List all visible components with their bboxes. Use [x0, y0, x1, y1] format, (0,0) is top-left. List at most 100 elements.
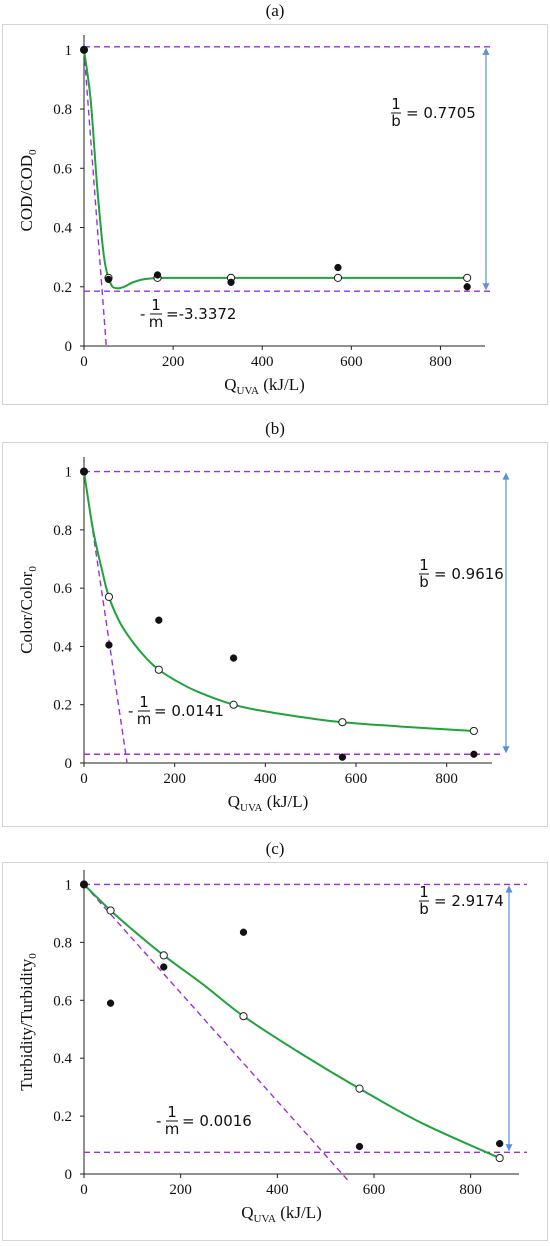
- x-tick-label: 600: [345, 771, 368, 787]
- y-tick-label: 0.8: [53, 935, 72, 951]
- plot-area: 0 0.2 0.4 0.6 0.8 1 0 200 400 600 800 QUVA (kJ/L) Tu…: [17, 870, 527, 1225]
- b-arrow-head-top: [482, 47, 490, 55]
- fit-curve: [83, 471, 474, 732]
- open-data-point: [159, 951, 168, 960]
- x-tick-label: 600: [340, 354, 363, 370]
- chart-svg-c: (c) 0 0.2 0.4 0.6 0.8 1 0 200 400 600 800 QUVA (kJ/…: [2, 839, 548, 1241]
- b-fraction-numerator: 1: [391, 95, 401, 113]
- filled-data-point: [155, 616, 163, 624]
- m-fraction-denominator: m: [149, 313, 164, 331]
- filled-data-point: [104, 275, 113, 284]
- y-tick-label: 1: [65, 43, 73, 59]
- chart-panel-b: (b) 0 0.2 0.4 0.6 0.8 1 0 200 400 600 800 QUVA (kJ/…: [0, 418, 550, 830]
- open-data-point: [338, 718, 347, 727]
- filled-data-point: [496, 1139, 504, 1148]
- b-fraction-numerator: 1: [419, 556, 429, 574]
- y-tick-label: 0.6: [53, 993, 72, 1009]
- plot-area: 0 0.2 0.4 0.6 0.8 1 0 200 400 600 800 QUVA (kJ/L) CO…: [17, 35, 493, 397]
- tangent-line: [83, 471, 128, 764]
- panel-label: (c): [266, 839, 285, 858]
- x-tick-label: 400: [251, 354, 274, 370]
- open-data-point: [495, 1153, 504, 1163]
- x-axis-label: QUVA (kJ/L): [241, 1203, 322, 1225]
- fit-curve: [83, 883, 501, 1159]
- b-arrow-head-bottom: [502, 746, 510, 754]
- b-fraction-denominator: b: [391, 112, 401, 130]
- y-tick-label: 0: [65, 756, 73, 772]
- m-fraction-denominator: m: [137, 710, 152, 728]
- m-annotation-value: =-3.3372: [166, 305, 236, 323]
- m-annotation-value: = 0.0141: [154, 702, 224, 720]
- filled-data-point: [355, 1142, 364, 1151]
- filled-data-point: [105, 641, 113, 649]
- filled-data-point: [239, 928, 248, 936]
- open-data-point: [333, 273, 343, 282]
- m-annotation-sign: -: [128, 702, 133, 720]
- b-arrow-head-top: [502, 472, 510, 480]
- plot-area: 0 0.2 0.4 0.6 0.8 1 0 200 400 600 800 QUVA (kJ/L) Co…: [17, 457, 510, 814]
- open-data-point: [104, 592, 114, 601]
- b-arrow-head-bottom: [505, 1144, 513, 1152]
- x-axis-label: QUVA (kJ/L): [228, 792, 309, 814]
- tangent-line: [83, 884, 348, 1181]
- open-data-point: [106, 906, 115, 915]
- b-fraction-denominator: b: [419, 573, 429, 591]
- x-tick-label: 400: [266, 1182, 289, 1198]
- open-data-point: [229, 700, 238, 709]
- chart-panel-a: (a) 0 0.2 0.4 0.6 0.8 1 0 200 400 600 800 QUVA (kJ/…: [0, 0, 550, 408]
- y-tick-label: 1: [65, 877, 73, 893]
- x-tick-label: 800: [435, 771, 458, 787]
- y-tick-label: 0.4: [53, 1051, 72, 1067]
- x-tick-label: 0: [80, 354, 88, 370]
- b-arrow-head-bottom: [482, 283, 490, 291]
- filled-data-point: [227, 278, 235, 286]
- filled-data-point: [463, 283, 471, 291]
- y-tick-label: 1: [65, 465, 73, 481]
- b-fraction-numerator: 1: [419, 883, 429, 901]
- m-annotation-sign: -: [156, 1112, 161, 1130]
- y-tick-label: 0.8: [53, 102, 72, 118]
- open-data-point: [239, 1012, 248, 1021]
- chart-panel-c: (c) 0 0.2 0.4 0.6 0.8 1 0 200 400 600 800 QUVA (kJ/…: [0, 838, 550, 1244]
- x-tick-label: 0: [80, 1182, 88, 1198]
- y-tick-label: 0.6: [53, 581, 72, 597]
- open-data-point: [154, 665, 163, 674]
- filled-data-point: [229, 654, 238, 662]
- x-axis-label: QUVA (kJ/L): [224, 375, 305, 397]
- y-axis-label: Turbidity/Turbidity0: [17, 953, 39, 1091]
- m-fraction-numerator: 1: [139, 693, 149, 711]
- x-tick-label: 200: [163, 771, 186, 787]
- b-annotation-value: = 0.7705: [406, 104, 476, 122]
- y-tick-label: 0.2: [53, 280, 72, 296]
- filled-data-point: [470, 750, 478, 758]
- y-tick-label: 0.2: [53, 1109, 72, 1125]
- x-tick-label: 600: [363, 1182, 386, 1198]
- chart-svg-b: (b) 0 0.2 0.4 0.6 0.8 1 0 200 400 600 800 QUVA (kJ/…: [2, 419, 548, 827]
- y-tick-label: 0: [65, 339, 73, 355]
- m-fraction-numerator: 1: [151, 296, 161, 314]
- x-tick-label: 200: [169, 1182, 192, 1198]
- x-tick-label: 400: [254, 771, 277, 787]
- b-annotation-value: = 0.9616: [434, 565, 504, 583]
- filled-data-point: [80, 46, 88, 54]
- panel-label: (a): [266, 1, 285, 20]
- chart-svg-a: (a) 0 0.2 0.4 0.6 0.8 1 0 200 400 600 800 QUVA (kJ/…: [2, 1, 548, 405]
- m-fraction-numerator: 1: [167, 1103, 177, 1121]
- x-tick-label: 800: [429, 354, 452, 370]
- y-tick-label: 0.8: [53, 523, 72, 539]
- b-arrow-head-top: [505, 885, 513, 893]
- y-tick-label: 0: [65, 1167, 73, 1183]
- b-fraction-denominator: b: [419, 900, 429, 918]
- y-tick-label: 0.2: [53, 698, 72, 714]
- open-data-point: [463, 273, 472, 282]
- y-axis-label: Color/Color0: [17, 566, 39, 654]
- filled-data-point: [338, 753, 347, 761]
- panel-frame: [2, 442, 548, 827]
- tangent-line: [83, 49, 107, 347]
- filled-data-point: [334, 263, 342, 272]
- panel-label: (b): [265, 419, 285, 438]
- x-tick-label: 200: [162, 354, 185, 370]
- open-data-point: [355, 1084, 364, 1093]
- panel-frame: [2, 862, 548, 1241]
- x-tick-label: 0: [80, 771, 88, 787]
